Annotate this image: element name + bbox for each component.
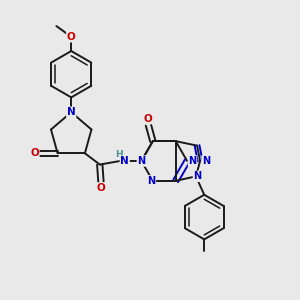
Text: O: O bbox=[97, 183, 105, 193]
Text: N: N bbox=[120, 156, 129, 166]
Text: O: O bbox=[144, 114, 153, 124]
Text: O: O bbox=[67, 32, 76, 42]
Text: N: N bbox=[188, 156, 196, 166]
Text: H: H bbox=[115, 150, 123, 159]
Text: N: N bbox=[67, 107, 76, 117]
Text: O: O bbox=[30, 148, 39, 158]
Text: N: N bbox=[202, 156, 210, 166]
Text: N: N bbox=[193, 171, 202, 182]
Text: N: N bbox=[147, 176, 155, 186]
Text: N: N bbox=[137, 156, 146, 166]
